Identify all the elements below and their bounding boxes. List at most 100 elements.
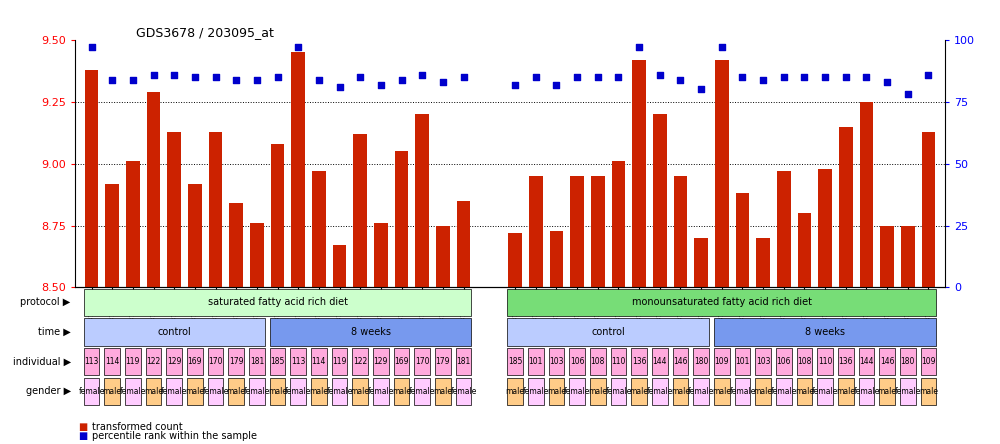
Text: female: female xyxy=(409,387,435,396)
Point xyxy=(84,44,100,51)
FancyBboxPatch shape xyxy=(569,348,585,375)
Bar xyxy=(694,238,708,287)
Text: 180: 180 xyxy=(694,357,708,366)
Bar xyxy=(756,238,770,287)
FancyBboxPatch shape xyxy=(84,378,99,405)
Bar xyxy=(395,151,408,287)
FancyBboxPatch shape xyxy=(859,348,874,375)
Text: control: control xyxy=(157,327,191,337)
Bar xyxy=(188,183,202,287)
Point xyxy=(394,76,410,83)
FancyBboxPatch shape xyxy=(507,378,523,405)
FancyBboxPatch shape xyxy=(652,378,668,405)
FancyBboxPatch shape xyxy=(352,378,368,405)
FancyBboxPatch shape xyxy=(879,378,895,405)
Text: 113: 113 xyxy=(84,357,99,366)
FancyBboxPatch shape xyxy=(693,348,709,375)
FancyBboxPatch shape xyxy=(435,348,451,375)
Point xyxy=(610,74,626,81)
FancyBboxPatch shape xyxy=(693,378,709,405)
Text: 180: 180 xyxy=(901,357,915,366)
Point xyxy=(920,71,936,78)
Point xyxy=(776,74,792,81)
FancyBboxPatch shape xyxy=(311,378,327,405)
FancyBboxPatch shape xyxy=(146,378,161,405)
FancyBboxPatch shape xyxy=(373,378,389,405)
Text: 136: 136 xyxy=(632,357,646,366)
Bar xyxy=(715,60,729,287)
FancyBboxPatch shape xyxy=(166,378,182,405)
Text: gender ▶: gender ▶ xyxy=(26,386,71,396)
FancyBboxPatch shape xyxy=(249,348,265,375)
Text: 110: 110 xyxy=(611,357,626,366)
Text: 114: 114 xyxy=(105,357,119,366)
Text: transformed count: transformed count xyxy=(92,422,183,432)
Bar xyxy=(777,171,791,287)
FancyBboxPatch shape xyxy=(228,378,244,405)
Text: female: female xyxy=(202,387,229,396)
Bar xyxy=(333,246,346,287)
FancyBboxPatch shape xyxy=(270,318,471,346)
Text: 113: 113 xyxy=(291,357,305,366)
Text: male: male xyxy=(309,387,328,396)
Point xyxy=(528,74,544,81)
FancyBboxPatch shape xyxy=(838,348,854,375)
Text: 144: 144 xyxy=(859,357,874,366)
Bar xyxy=(85,70,98,287)
Text: monounsaturated fatty acid rich diet: monounsaturated fatty acid rich diet xyxy=(632,297,812,307)
FancyBboxPatch shape xyxy=(776,378,792,405)
Text: 109: 109 xyxy=(921,357,936,366)
Point xyxy=(414,71,430,78)
FancyBboxPatch shape xyxy=(797,348,812,375)
Bar xyxy=(209,131,222,287)
Bar xyxy=(674,176,687,287)
Point xyxy=(858,74,874,81)
FancyBboxPatch shape xyxy=(394,378,409,405)
FancyBboxPatch shape xyxy=(507,318,709,346)
Text: 108: 108 xyxy=(591,357,605,366)
Text: female: female xyxy=(120,387,146,396)
FancyBboxPatch shape xyxy=(414,348,430,375)
Text: female: female xyxy=(853,387,880,396)
Point xyxy=(631,44,647,51)
Text: male: male xyxy=(836,387,855,396)
FancyBboxPatch shape xyxy=(84,318,265,346)
Text: 103: 103 xyxy=(756,357,770,366)
Text: individual ▶: individual ▶ xyxy=(13,357,71,367)
Bar xyxy=(736,194,749,287)
Text: male: male xyxy=(795,387,814,396)
Point xyxy=(208,74,224,81)
Point xyxy=(838,74,854,81)
Text: 185: 185 xyxy=(270,357,285,366)
Bar xyxy=(839,127,853,287)
Text: female: female xyxy=(605,387,632,396)
FancyBboxPatch shape xyxy=(631,378,647,405)
Text: female: female xyxy=(564,387,590,396)
FancyBboxPatch shape xyxy=(755,348,771,375)
Text: male: male xyxy=(630,387,649,396)
Point xyxy=(311,76,327,83)
FancyBboxPatch shape xyxy=(208,348,223,375)
FancyBboxPatch shape xyxy=(507,348,523,375)
Text: 179: 179 xyxy=(229,357,243,366)
FancyBboxPatch shape xyxy=(84,289,471,316)
FancyBboxPatch shape xyxy=(549,378,564,405)
Text: female: female xyxy=(285,387,311,396)
Point xyxy=(652,71,668,78)
Point xyxy=(373,81,389,88)
Text: 129: 129 xyxy=(374,357,388,366)
Bar xyxy=(591,176,605,287)
Text: female: female xyxy=(523,387,549,396)
FancyBboxPatch shape xyxy=(714,318,936,346)
FancyBboxPatch shape xyxy=(590,348,606,375)
Text: ■: ■ xyxy=(78,422,87,432)
Text: 8 weeks: 8 weeks xyxy=(805,327,845,337)
Bar xyxy=(436,226,450,287)
FancyBboxPatch shape xyxy=(569,378,585,405)
Point xyxy=(290,44,306,51)
Text: male: male xyxy=(671,387,690,396)
Bar xyxy=(250,223,264,287)
FancyBboxPatch shape xyxy=(673,378,688,405)
FancyBboxPatch shape xyxy=(735,348,750,375)
Text: female: female xyxy=(812,387,838,396)
